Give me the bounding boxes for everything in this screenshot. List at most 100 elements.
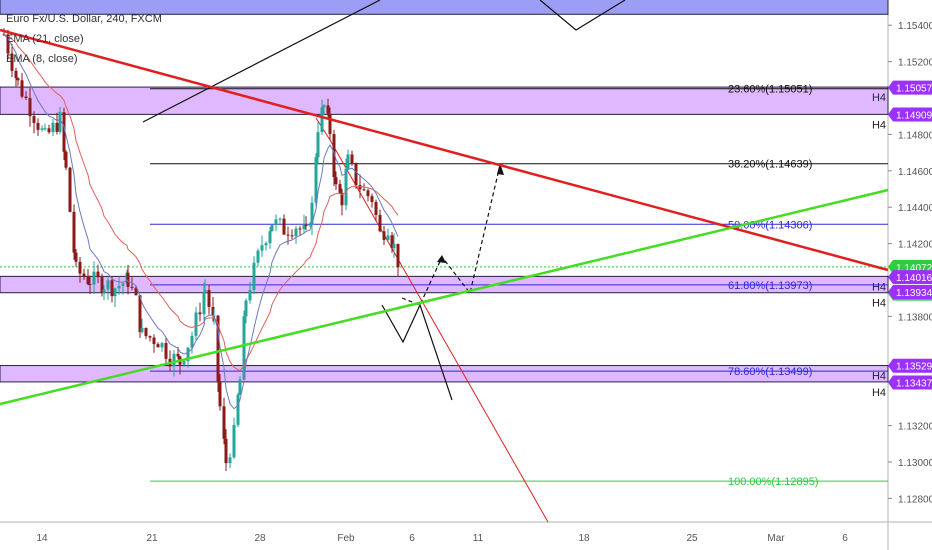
upper-v-path[interactable] <box>539 0 626 31</box>
candle-body[interactable] <box>304 224 308 226</box>
candle-body[interactable] <box>310 202 314 225</box>
candle-body[interactable] <box>294 228 298 237</box>
h4-zone-3[interactable] <box>0 365 889 383</box>
candle-body[interactable] <box>117 285 121 289</box>
candle-body[interactable] <box>10 53 14 71</box>
candle-body[interactable] <box>51 122 55 133</box>
candle-body[interactable] <box>78 261 82 274</box>
candle-body[interactable] <box>370 196 374 202</box>
candle-body[interactable] <box>138 295 142 333</box>
price-tag[interactable]: 1.14909 <box>888 107 932 122</box>
candle-body[interactable] <box>55 122 59 132</box>
candle-body[interactable] <box>64 151 68 168</box>
candle-body[interactable] <box>236 394 240 425</box>
red-descending-trendline[interactable] <box>0 28 889 272</box>
candle-body[interactable] <box>268 231 272 244</box>
candle-body[interactable] <box>74 252 78 262</box>
candle-body[interactable] <box>378 214 382 232</box>
candle-body[interactable] <box>182 361 186 365</box>
upper-drawn-line[interactable] <box>142 0 381 123</box>
candle-body[interactable] <box>390 235 394 249</box>
candle-body[interactable] <box>286 234 290 236</box>
candle-body[interactable] <box>32 116 36 123</box>
candle-body[interactable] <box>222 406 226 439</box>
candle-body[interactable] <box>320 107 324 133</box>
candle-body[interactable] <box>6 34 10 54</box>
candle-body[interactable] <box>274 219 278 226</box>
candle-body[interactable] <box>110 280 114 297</box>
candle-body[interactable] <box>314 157 318 203</box>
price-tag[interactable]: 1.13934 <box>888 285 932 300</box>
candle-body[interactable] <box>278 218 282 220</box>
candle-body[interactable] <box>216 315 220 382</box>
price-tag[interactable]: 1.14016 <box>888 270 932 285</box>
candle-body[interactable] <box>392 243 396 249</box>
candle-body[interactable] <box>194 312 198 336</box>
candle-body[interactable] <box>92 271 96 285</box>
bearish-projection-path[interactable] <box>381 303 453 401</box>
candle-body[interactable] <box>164 343 168 359</box>
candle-body[interactable] <box>326 105 330 114</box>
candle-body[interactable] <box>340 192 344 206</box>
candle-body[interactable] <box>308 224 312 226</box>
candle-body[interactable] <box>140 327 144 333</box>
candle-body[interactable] <box>16 78 20 81</box>
candle-body[interactable] <box>36 122 40 130</box>
candle-body[interactable] <box>374 201 378 215</box>
price-tag[interactable]: 1.15057 <box>888 80 932 95</box>
candle-body[interactable] <box>218 381 222 407</box>
candle-body[interactable] <box>121 283 125 286</box>
ema8-line[interactable] <box>3 34 399 410</box>
candle-body[interactable] <box>186 347 190 362</box>
candle-body[interactable] <box>344 168 348 206</box>
candle-body[interactable] <box>346 154 350 169</box>
candle-body[interactable] <box>202 292 206 315</box>
candle-body[interactable] <box>176 353 180 357</box>
candle-body[interactable] <box>232 424 236 458</box>
candle-body[interactable] <box>354 163 358 186</box>
candle-body[interactable] <box>68 167 72 212</box>
candle-body[interactable] <box>224 438 228 464</box>
candle-body[interactable] <box>82 273 86 278</box>
candle-body[interactable] <box>264 243 268 246</box>
candle-body[interactable] <box>382 231 386 240</box>
candle-body[interactable] <box>244 300 248 317</box>
candle-body[interactable] <box>72 211 76 253</box>
candle-body[interactable] <box>126 272 130 287</box>
candle-body[interactable] <box>190 335 194 348</box>
price-tag[interactable]: 1.13529 <box>888 358 932 373</box>
candle-body[interactable] <box>62 112 66 152</box>
indicator-label-ema21[interactable]: EMA (21, close) <box>6 33 84 45</box>
candle-body[interactable] <box>248 289 252 301</box>
candle-body[interactable] <box>211 306 215 316</box>
candle-body[interactable] <box>362 189 366 191</box>
candle-body[interactable] <box>152 337 156 345</box>
candle-body[interactable] <box>260 245 264 251</box>
candle-body[interactable] <box>40 128 44 130</box>
candle-body[interactable] <box>242 316 246 380</box>
candle-body[interactable] <box>88 283 92 285</box>
candle-body[interactable] <box>302 224 306 230</box>
candle-body[interactable] <box>24 96 28 99</box>
candle-body[interactable] <box>316 132 320 158</box>
candle-body[interactable] <box>282 218 286 235</box>
indicator-label-ema8[interactable]: EMA (8, close) <box>6 53 78 65</box>
candle-body[interactable] <box>238 379 242 395</box>
candle-body[interactable] <box>322 105 326 108</box>
candle-body[interactable] <box>14 70 18 79</box>
candle-body[interactable] <box>102 289 106 293</box>
candle-body[interactable] <box>334 177 338 185</box>
candle-body[interactable] <box>396 243 400 268</box>
candle-body[interactable] <box>28 98 32 117</box>
candle-body[interactable] <box>256 250 260 263</box>
candle-body[interactable] <box>338 184 342 193</box>
candle-body[interactable] <box>386 235 390 240</box>
candle-body[interactable] <box>252 262 256 290</box>
candle-body[interactable] <box>198 312 202 315</box>
candle-body[interactable] <box>58 112 62 132</box>
candle-body[interactable] <box>332 134 336 178</box>
candle-body[interactable] <box>290 235 294 237</box>
candle-body[interactable] <box>298 228 302 230</box>
candle-body[interactable] <box>270 225 274 232</box>
